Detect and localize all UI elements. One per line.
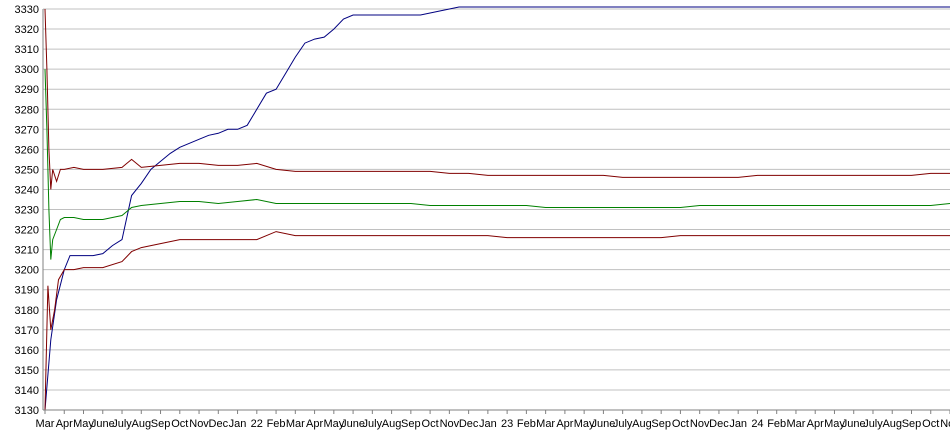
x-tick-label: July xyxy=(112,418,132,430)
x-tick-label: Jan xyxy=(479,418,497,430)
x-tick-label: Mar xyxy=(36,418,55,430)
x-tick-label: Feb xyxy=(767,418,786,430)
x-tick-label: Dec xyxy=(209,418,229,430)
x-tick-label: Apr xyxy=(306,418,323,430)
x-tick-label: Aug xyxy=(882,418,902,430)
y-tick-label: 3330 xyxy=(15,4,39,16)
y-tick-label: 3280 xyxy=(15,104,39,116)
x-tick-label: Mar xyxy=(286,418,305,430)
y-tick-label: 3290 xyxy=(15,84,39,96)
x-tick-label: Aug xyxy=(382,418,402,430)
y-tick-label: 3220 xyxy=(15,225,39,237)
series-group xyxy=(44,6,950,411)
x-tick-label: May xyxy=(574,418,595,430)
x-tick-label: May xyxy=(73,418,94,430)
y-tick-label: 3140 xyxy=(15,385,39,397)
y-tick-label: 3240 xyxy=(15,184,39,196)
series-line-4 xyxy=(44,231,950,411)
x-tick-label: Jan xyxy=(229,418,247,430)
y-tick-label: 3180 xyxy=(15,305,39,317)
y-tick-label: 3310 xyxy=(15,44,39,56)
x-tick-label: Mar xyxy=(536,418,555,430)
y-tick-label: 3150 xyxy=(15,365,39,377)
x-tick-label: May xyxy=(323,418,344,430)
y-tick-label: 3190 xyxy=(15,285,39,297)
x-tick-label: Oct xyxy=(922,418,939,430)
x-tick-label: Dec xyxy=(459,418,479,430)
x-tick-label: Nov xyxy=(440,418,460,430)
x-tick-label: July xyxy=(613,418,633,430)
x-tick-label: Apr xyxy=(556,418,573,430)
y-tick-label: 3300 xyxy=(15,64,39,76)
x-tick-label: 22 xyxy=(251,418,263,430)
y-tick-label: 3160 xyxy=(15,345,39,357)
x-tick-label: June xyxy=(341,418,365,430)
y-tick-label: 3210 xyxy=(15,245,39,257)
x-tick-label: Aug xyxy=(632,418,652,430)
y-tick-label: 3230 xyxy=(15,205,39,217)
x-tick-label: June xyxy=(842,418,866,430)
y-tick-label: 3200 xyxy=(15,265,39,277)
x-tick-label: Apr xyxy=(56,418,73,430)
series-line-1 xyxy=(44,6,950,411)
x-tick-label: Apr xyxy=(807,418,824,430)
x-tick-label: 24 xyxy=(751,418,763,430)
x-tick-label: Sep xyxy=(902,418,922,430)
x-tick-label: May xyxy=(824,418,845,430)
x-tick-label: Feb xyxy=(267,418,286,430)
x-tick-label: July xyxy=(863,418,883,430)
y-tick-label: 3270 xyxy=(15,124,39,136)
x-tick-label: June xyxy=(91,418,115,430)
x-tick-label: Sep xyxy=(401,418,421,430)
y-tick-label: 3170 xyxy=(15,325,39,337)
x-tick-label: 23 xyxy=(501,418,513,430)
x-tick-label: Sep xyxy=(651,418,671,430)
x-tick-label: July xyxy=(363,418,383,430)
x-tick-label: Nov xyxy=(690,418,710,430)
y-axis-ticks: 3130 3140 3150 3160 3170 3180 3190 3200 3210 3220… xyxy=(15,4,39,417)
y-tick-label: 3130 xyxy=(15,405,39,417)
x-tick-label: Nov xyxy=(940,418,950,430)
x-tick-label: Feb xyxy=(517,418,536,430)
y-tick-label: 3250 xyxy=(15,164,39,176)
series-line-2 xyxy=(44,8,950,190)
x-tick-label: Nov xyxy=(189,418,209,430)
x-tick-label: Jan xyxy=(729,418,747,430)
y-tick-label: 3320 xyxy=(15,24,39,36)
x-tick-label: June xyxy=(591,418,615,430)
x-tick-label: Oct xyxy=(171,418,188,430)
x-tick-label: Oct xyxy=(422,418,439,430)
x-tick-label: Sep xyxy=(151,418,171,430)
x-tick-label: Dec xyxy=(709,418,729,430)
y-tick-label: 3260 xyxy=(15,144,39,156)
x-tick-label: Mar xyxy=(786,418,805,430)
x-tick-label: Oct xyxy=(672,418,689,430)
series-line-3 xyxy=(44,69,950,260)
x-tick-label: Aug xyxy=(131,418,151,430)
grid-lines xyxy=(43,8,950,411)
